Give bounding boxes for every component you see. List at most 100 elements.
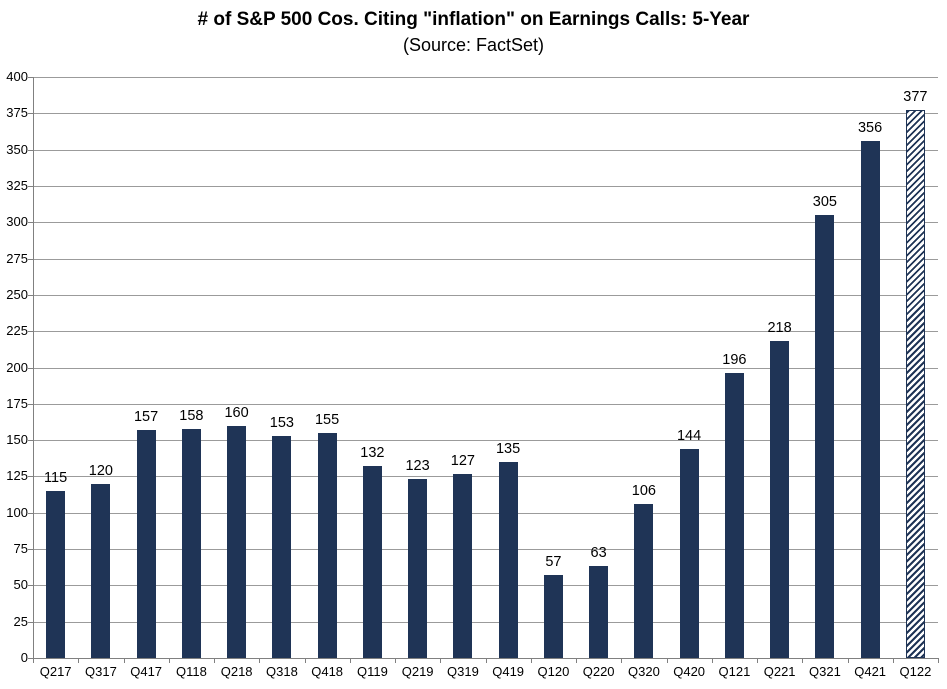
bar-value-label: 63: [590, 545, 607, 561]
bar-Q420: [679, 449, 699, 658]
x-axis-tick: [440, 658, 442, 663]
bar-value-label: 144: [676, 428, 702, 444]
x-axis-tick: [168, 658, 170, 663]
x-axis-line: [33, 658, 938, 659]
y-tick-label: 25: [13, 614, 28, 629]
bar-Q321: [815, 215, 835, 658]
x-tick-label: Q318: [266, 664, 298, 679]
gridline: [33, 622, 938, 623]
bar-Q320: [634, 504, 654, 658]
y-tick-label: 275: [6, 251, 28, 266]
gridline: [33, 222, 938, 223]
y-axis-tick: [28, 440, 33, 441]
bar-value-label: 123: [405, 458, 430, 474]
bar-value-label: 153: [269, 415, 294, 431]
x-axis-tick: [847, 658, 849, 663]
bar-Q221: [770, 341, 790, 658]
x-axis-tick: [666, 658, 668, 663]
bar-Q317: [91, 484, 111, 658]
x-axis-tick: [214, 658, 215, 663]
y-tick-label: 125: [6, 468, 28, 483]
bar-value-label: 155: [314, 412, 340, 428]
x-axis-tick: [892, 658, 894, 663]
bar-Q418: [317, 433, 337, 658]
y-axis-tick: [28, 622, 33, 623]
gridline: [33, 331, 938, 332]
chart-header: # of S&P 500 Cos. Citing "inflation" on …: [0, 7, 947, 57]
gridline: [33, 440, 938, 441]
x-tick-label: Q122: [899, 664, 932, 679]
bar-value-label: 356: [857, 120, 883, 136]
y-axis-tick: [28, 513, 33, 514]
bar-value-label: 135: [495, 441, 521, 457]
y-axis-tick: [28, 222, 33, 223]
bar-Q220: [589, 566, 609, 658]
x-tick-label: Q317: [85, 664, 117, 679]
bar-Q417: [136, 430, 156, 658]
y-axis-tick: [28, 549, 33, 550]
x-tick-label: Q417: [130, 664, 163, 679]
bar-Q217: [46, 491, 66, 658]
bar-Q319: [453, 474, 473, 658]
x-axis-tick: [395, 658, 396, 663]
bar-Q119: [362, 466, 382, 658]
y-tick-label: 75: [13, 541, 28, 556]
bar-value-label: 106: [631, 483, 656, 499]
y-tick-label: 100: [6, 505, 28, 520]
y-tick-label: 200: [6, 360, 28, 375]
bar-Q120: [543, 575, 563, 658]
y-axis-tick: [28, 113, 33, 114]
bar-value-label: 127: [450, 453, 475, 469]
gridline: [33, 585, 938, 586]
x-axis-tick: [33, 658, 34, 663]
gridline: [33, 295, 938, 296]
x-tick-label: Q218: [220, 664, 253, 679]
bar-Q318: [272, 436, 292, 658]
bar-Q218: [227, 426, 247, 658]
y-tick-label: 150: [6, 432, 28, 447]
bar-Q118: [181, 429, 201, 658]
y-tick-label: 50: [13, 577, 28, 592]
bar-value-label: 377: [903, 89, 928, 105]
y-axis-tick: [28, 404, 33, 405]
gridline: [33, 549, 938, 550]
x-tick-label: Q418: [311, 664, 344, 679]
x-tick-label: Q221: [763, 664, 796, 679]
y-axis-tick: [28, 585, 33, 586]
y-tick-label: 350: [6, 142, 28, 157]
x-axis-tick: [757, 658, 758, 663]
bar-Q219: [408, 479, 428, 658]
x-axis-tick: [802, 658, 804, 663]
y-axis-tick: [28, 368, 33, 369]
y-axis-line: [33, 77, 34, 658]
chart-title: # of S&P 500 Cos. Citing "inflation" on …: [197, 9, 750, 30]
y-tick-label: 225: [6, 323, 28, 338]
x-axis-tick: [349, 658, 351, 663]
x-axis-tick: [485, 658, 487, 663]
bar-value-label: 196: [722, 352, 747, 368]
x-tick-label: Q419: [492, 664, 525, 679]
x-tick-label: Q319: [447, 664, 479, 679]
y-axis-tick: [28, 331, 33, 332]
x-tick-label: Q220: [582, 664, 615, 679]
bar-Q419: [498, 462, 518, 658]
x-tick-label: Q120: [537, 664, 570, 679]
x-tick-label: Q121: [718, 664, 751, 679]
bar-value-label: 160: [224, 405, 249, 421]
chart-subtitle: (Source: FactSet): [402, 35, 545, 55]
gridline: [33, 186, 938, 187]
gridline: [33, 150, 938, 151]
x-tick-label: Q219: [401, 664, 434, 679]
gridline: [33, 404, 938, 405]
y-tick-label: 325: [6, 178, 28, 193]
x-axis-tick: [938, 658, 939, 663]
x-axis-tick: [123, 658, 125, 663]
y-axis-tick: [28, 150, 33, 151]
bar-value-label: 115: [44, 470, 68, 486]
x-axis-tick: [711, 658, 713, 663]
y-tick-label: 0: [20, 650, 28, 665]
y-tick-label: 400: [6, 69, 28, 84]
gridline: [33, 113, 938, 114]
x-tick-label: Q119: [357, 664, 388, 679]
